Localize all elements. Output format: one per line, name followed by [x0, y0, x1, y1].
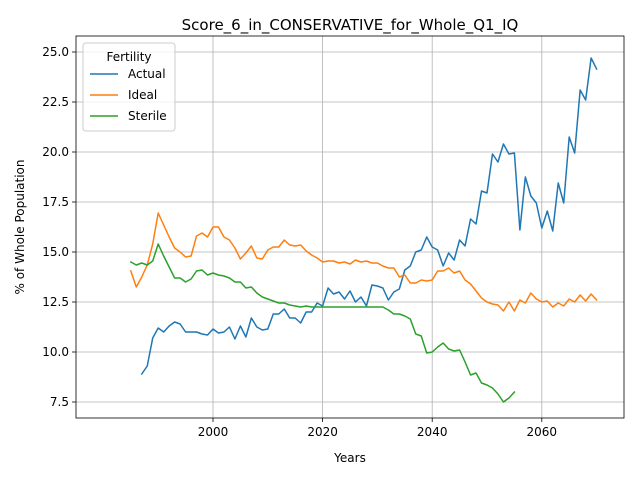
y-tick-label: 7.5 — [50, 395, 69, 409]
y-tick-label: 22.5 — [42, 95, 69, 109]
y-tick-label: 10.0 — [42, 345, 69, 359]
legend-label-ideal: Ideal — [128, 88, 157, 102]
axis-ticks: 2000 2020 2040 2060 7.5 10.0 12.5 15.0 17.5 20.0 2… — [42, 45, 557, 439]
y-axis-label: % of Whole Population — [13, 160, 27, 295]
grid-lines — [76, 36, 624, 418]
y-tick-label: 20.0 — [42, 145, 69, 159]
legend-box — [82, 42, 176, 132]
y-tick-label: 17.5 — [42, 195, 69, 209]
series-line-ideal — [129, 212, 598, 312]
x-tick-label: 2020 — [307, 425, 338, 439]
x-tick-label: 2000 — [198, 425, 229, 439]
series-lines — [129, 57, 598, 403]
legend: Fertility Actual Ideal Sterile — [82, 42, 176, 132]
legend-title: Fertility — [106, 50, 151, 64]
series-line-actual — [140, 57, 598, 376]
legend-label-actual: Actual — [128, 67, 166, 81]
x-axis-label: Years — [333, 451, 366, 465]
x-tick-label: 2060 — [527, 425, 558, 439]
y-tick-label: 25.0 — [42, 45, 69, 59]
axes-frame — [75, 35, 625, 419]
y-tick-label: 12.5 — [42, 295, 69, 309]
x-tick-label: 2040 — [417, 425, 448, 439]
chart-title: Score_6_in_CONSERVATIVE_for_Whole_Q1_IQ — [182, 16, 519, 35]
y-tick-label: 15.0 — [42, 245, 69, 259]
legend-label-sterile: Sterile — [128, 109, 167, 123]
series-line-sterile — [129, 243, 516, 403]
